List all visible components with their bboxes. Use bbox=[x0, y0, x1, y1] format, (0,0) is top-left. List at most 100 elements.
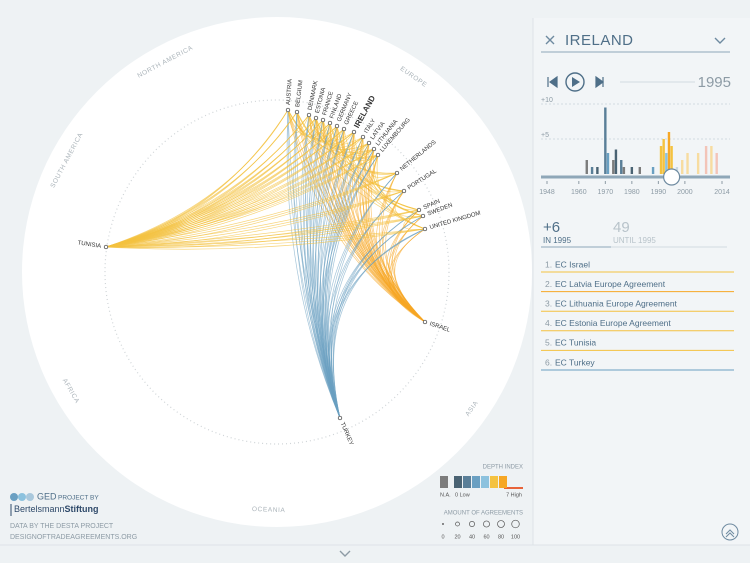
depth-swatch bbox=[499, 476, 507, 488]
year-slider[interactable] bbox=[663, 168, 681, 186]
bar bbox=[622, 167, 626, 174]
agreement-item[interactable]: 5. EC Tunisia bbox=[541, 338, 734, 351]
country-label: TUNISIA bbox=[77, 240, 101, 249]
chord bbox=[105, 228, 426, 250]
bar bbox=[704, 146, 708, 174]
country-label: AUSTRIA bbox=[286, 79, 294, 105]
chord bbox=[105, 148, 375, 248]
amount-circle bbox=[497, 520, 505, 528]
dropdown-button[interactable] bbox=[714, 37, 726, 44]
bar bbox=[686, 153, 689, 174]
bar bbox=[604, 107, 607, 174]
chord bbox=[105, 148, 375, 248]
chord bbox=[105, 209, 420, 248]
depth-high: 7 High bbox=[506, 492, 522, 498]
agreement-number: 5. bbox=[545, 338, 552, 348]
amount-circle bbox=[511, 519, 520, 529]
scroll-top-button[interactable] bbox=[721, 523, 739, 541]
country-node bbox=[306, 112, 312, 118]
agreement-item[interactable]: 1. EC Israel bbox=[541, 259, 734, 273]
agreement-number: 4. bbox=[545, 318, 552, 328]
amount-label: 40 bbox=[469, 534, 475, 540]
x-tick-label: 1948 bbox=[539, 189, 555, 196]
depth-low: 0 Low bbox=[455, 492, 470, 498]
data-credit: DATA BY THE DESTA PROJECT bbox=[10, 523, 114, 530]
agreement-number: 1. bbox=[545, 259, 552, 269]
prev-button[interactable] bbox=[547, 75, 558, 89]
chord bbox=[105, 111, 298, 248]
chord bbox=[105, 190, 405, 248]
depth-swatch bbox=[481, 476, 489, 488]
country-node bbox=[320, 117, 326, 123]
country-label: DENMARK bbox=[308, 80, 320, 111]
bar bbox=[630, 167, 634, 174]
chord bbox=[394, 228, 426, 323]
chord bbox=[327, 122, 345, 145]
histogram: +10 +5 1948 1960 1970 1980 1990 2000 2014 bbox=[539, 97, 730, 196]
country-node bbox=[371, 146, 377, 152]
country-node bbox=[420, 213, 426, 219]
x-tick-label: 2000 bbox=[677, 189, 693, 196]
bar bbox=[665, 153, 668, 174]
amount-circle bbox=[483, 520, 490, 528]
expand-button[interactable] bbox=[339, 550, 351, 557]
scroll-top-icon bbox=[725, 529, 735, 538]
inner-ring bbox=[104, 99, 450, 445]
agreement-item[interactable]: 2. EC Latvia Europe Agreement bbox=[541, 279, 734, 293]
depth-swatch bbox=[440, 476, 448, 488]
chord bbox=[105, 215, 424, 248]
bar bbox=[659, 146, 663, 174]
chord bbox=[105, 136, 364, 248]
chord bbox=[105, 190, 405, 248]
play-button[interactable] bbox=[565, 72, 585, 92]
close-button[interactable] bbox=[545, 35, 555, 45]
chord bbox=[105, 131, 355, 248]
agreement-name: EC Israel bbox=[555, 259, 590, 269]
logo: GED PROJECT BY BertelsmannStiftung DATA … bbox=[10, 491, 137, 541]
chord bbox=[105, 154, 379, 248]
country-node bbox=[285, 107, 291, 113]
agreement-item[interactable]: 6. EC Turkey bbox=[541, 357, 734, 371]
agreement-item[interactable]: 3. EC Lithuania Europe Agreement bbox=[541, 298, 734, 312]
chord bbox=[105, 109, 289, 248]
bar bbox=[696, 153, 700, 174]
bar bbox=[667, 132, 671, 174]
chord bbox=[373, 154, 405, 193]
total-count: 49 bbox=[613, 219, 630, 236]
bar bbox=[585, 160, 588, 174]
country-label: BELGIUM bbox=[295, 80, 304, 108]
y-tick-label: +10 bbox=[541, 97, 553, 104]
chord bbox=[105, 228, 426, 248]
country-node bbox=[334, 123, 340, 129]
amount-label: 80 bbox=[498, 534, 504, 540]
chord bbox=[373, 148, 424, 217]
x-tick-label: 1990 bbox=[651, 189, 667, 196]
chord bbox=[105, 172, 398, 248]
chord bbox=[105, 172, 398, 248]
sponsor-part: Stiftung bbox=[65, 504, 99, 514]
country-node bbox=[401, 188, 407, 194]
country-node bbox=[422, 226, 428, 232]
bar bbox=[715, 153, 718, 174]
bar bbox=[710, 146, 713, 174]
chord bbox=[105, 128, 345, 248]
agreement-name: EC Estonia Europe Agreement bbox=[555, 318, 671, 328]
x-tick-label: 1970 bbox=[598, 189, 614, 196]
y-tick-label: +5 bbox=[541, 132, 549, 139]
chord bbox=[334, 125, 355, 148]
chord bbox=[321, 119, 338, 142]
next-button[interactable] bbox=[595, 75, 605, 89]
chord bbox=[329, 122, 398, 174]
agreement-item[interactable]: 4. EC Estonia Europe Agreement bbox=[541, 318, 734, 332]
depth-swatch bbox=[490, 476, 498, 488]
current-year: 1995 bbox=[698, 74, 731, 91]
sponsor-part: Bertelsmann bbox=[14, 504, 65, 514]
bar bbox=[596, 167, 599, 174]
chord bbox=[105, 228, 426, 248]
chord bbox=[393, 215, 426, 323]
amount-title: AMOUNT OF AGREEMENTS bbox=[444, 511, 523, 517]
bar bbox=[638, 167, 642, 174]
chord bbox=[105, 119, 324, 248]
chord bbox=[105, 172, 398, 248]
depth-swatch bbox=[463, 476, 471, 488]
